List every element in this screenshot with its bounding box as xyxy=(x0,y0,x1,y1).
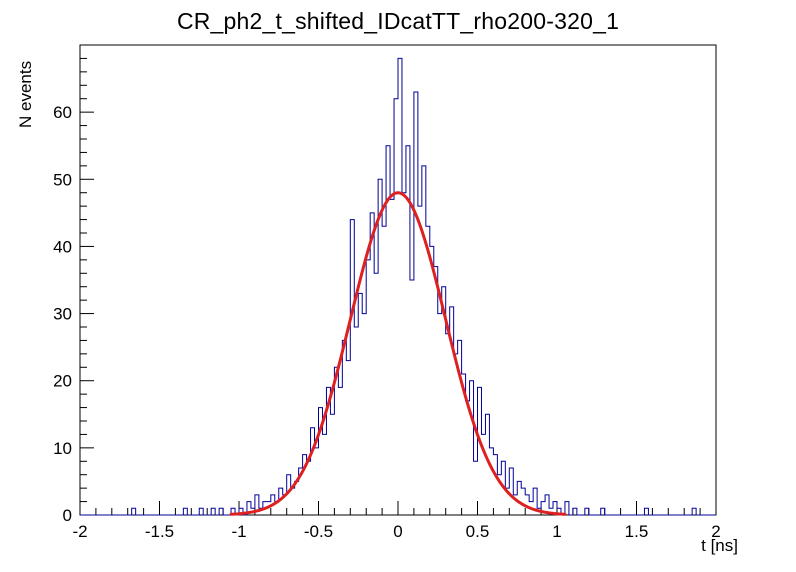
y-tick-label: 60 xyxy=(53,103,72,122)
x-tick-label: 1.5 xyxy=(625,522,649,541)
plot-frame xyxy=(79,44,717,516)
y-tick-label: 10 xyxy=(53,439,72,458)
x-axis-label: t [ns] xyxy=(701,536,738,555)
x-tick-label: -2 xyxy=(72,522,87,541)
fit-curve xyxy=(229,191,567,516)
x-tick-label: 0 xyxy=(393,522,402,541)
histogram-line xyxy=(80,57,716,516)
y-tick-label: 30 xyxy=(53,305,72,324)
x-tick-label: 1 xyxy=(552,522,561,541)
y-tick-label: 0 xyxy=(63,506,72,525)
x-tick-label: -0.5 xyxy=(304,522,333,541)
x-axis: -2 -1.5 -1 -0.5 0 0.5 1 1.5 2 xyxy=(72,501,721,541)
x-tick-label: -1 xyxy=(231,522,246,541)
y-tick-label: 40 xyxy=(53,237,72,256)
y-axis-label: N events xyxy=(16,60,35,128)
x-tick-label: 0.5 xyxy=(466,522,490,541)
y-tick-label: 20 xyxy=(53,372,72,391)
plot-title: CR_ph2_t_shifted_IDcatTT_rho200-320_1 xyxy=(176,8,620,34)
x-tick-label: -1.5 xyxy=(145,522,174,541)
x-tick-label: 2 xyxy=(711,522,720,541)
y-tick-label: 50 xyxy=(53,170,72,189)
y-axis: 0 10 20 30 40 50 60 xyxy=(53,44,94,525)
